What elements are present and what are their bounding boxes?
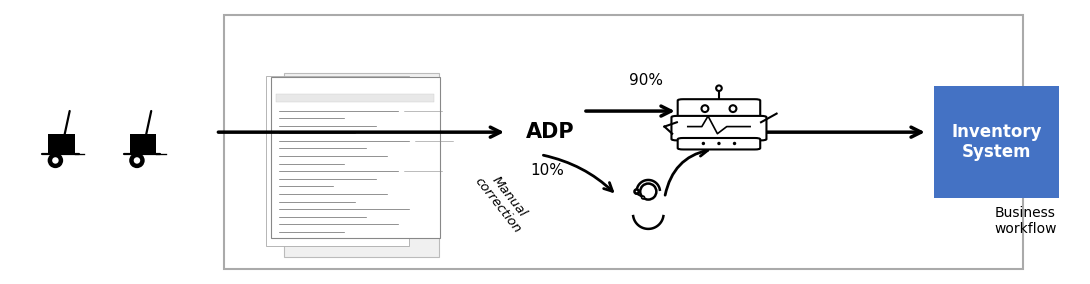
Text: Manual
correction: Manual correction <box>472 166 535 236</box>
Ellipse shape <box>642 196 644 199</box>
Bar <box>225 15 1024 269</box>
Ellipse shape <box>702 142 705 145</box>
Text: Business
workflow: Business workflow <box>994 206 1057 236</box>
Text: 90%: 90% <box>629 73 663 88</box>
Bar <box>277 94 434 102</box>
Ellipse shape <box>52 157 59 164</box>
FancyBboxPatch shape <box>678 138 760 149</box>
Text: ADP: ADP <box>526 122 574 142</box>
Ellipse shape <box>640 183 656 200</box>
Ellipse shape <box>732 142 736 145</box>
Ellipse shape <box>134 157 141 164</box>
Ellipse shape <box>716 85 722 91</box>
Bar <box>934 86 1059 198</box>
Ellipse shape <box>634 189 639 194</box>
Ellipse shape <box>130 153 145 168</box>
FancyBboxPatch shape <box>678 99 760 118</box>
Ellipse shape <box>729 105 737 112</box>
Ellipse shape <box>717 142 720 145</box>
FancyBboxPatch shape <box>671 116 766 140</box>
Ellipse shape <box>702 105 708 112</box>
Bar <box>266 76 409 246</box>
Text: Inventory
System: Inventory System <box>952 123 1042 161</box>
Bar <box>284 73 439 257</box>
Text: 10%: 10% <box>530 163 565 178</box>
Bar <box>271 77 439 238</box>
Ellipse shape <box>48 153 63 168</box>
Bar <box>48 134 75 153</box>
Bar <box>130 134 156 153</box>
